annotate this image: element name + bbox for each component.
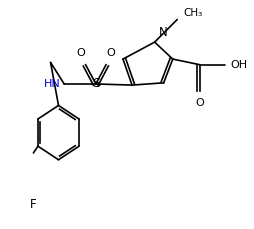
Text: N: N xyxy=(158,26,167,39)
Text: OH: OH xyxy=(230,60,247,70)
Text: CH₃: CH₃ xyxy=(183,8,202,18)
Text: F: F xyxy=(30,199,36,212)
Text: O: O xyxy=(195,98,203,108)
Text: HN: HN xyxy=(44,79,60,89)
Text: S: S xyxy=(91,77,100,90)
Text: O: O xyxy=(76,48,85,58)
Text: O: O xyxy=(106,48,115,58)
